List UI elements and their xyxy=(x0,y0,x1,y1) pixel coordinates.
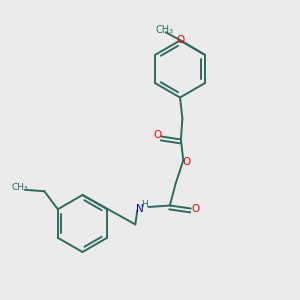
Text: CH₃: CH₃ xyxy=(155,25,173,35)
Text: O: O xyxy=(177,35,185,45)
Text: CH₃: CH₃ xyxy=(11,183,28,192)
Text: H: H xyxy=(141,200,148,209)
Text: O: O xyxy=(154,130,162,140)
Text: N: N xyxy=(136,203,144,214)
Text: O: O xyxy=(191,203,200,214)
Text: O: O xyxy=(183,157,191,167)
